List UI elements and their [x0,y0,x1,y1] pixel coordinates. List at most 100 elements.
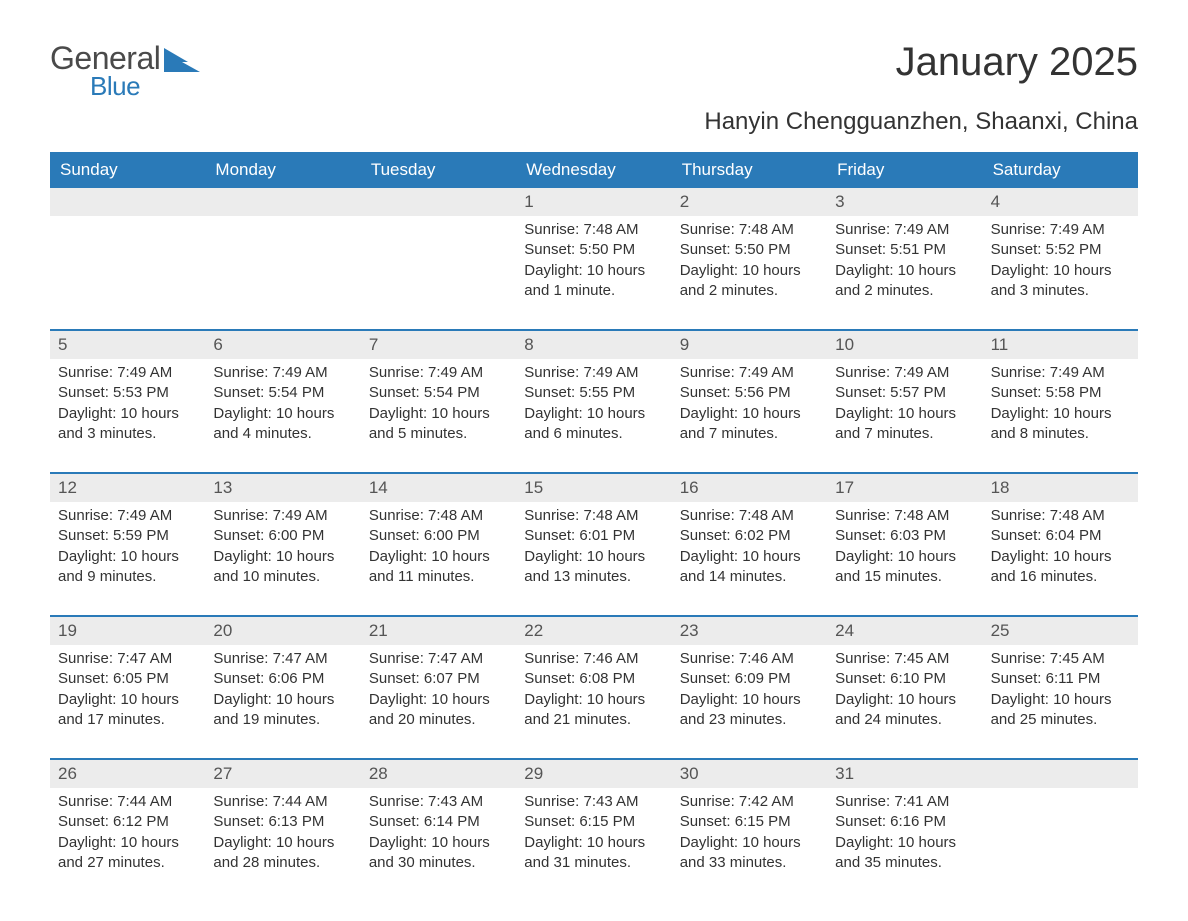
day-cell: 5Sunrise: 7:49 AMSunset: 5:53 PMDaylight… [50,331,205,452]
daylight-text: Daylight: 10 hours and 25 minutes. [991,690,1130,731]
day-cell: 12Sunrise: 7:49 AMSunset: 5:59 PMDayligh… [50,474,205,595]
day-info: Sunrise: 7:44 AMSunset: 6:13 PMDaylight:… [205,788,360,881]
day-cell: 11Sunrise: 7:49 AMSunset: 5:58 PMDayligh… [983,331,1138,452]
sunrise-text: Sunrise: 7:48 AM [369,506,508,526]
sunset-text: Sunset: 6:13 PM [213,812,352,832]
sunset-text: Sunset: 6:08 PM [524,669,663,689]
day-cell: 26Sunrise: 7:44 AMSunset: 6:12 PMDayligh… [50,760,205,881]
day-info: Sunrise: 7:41 AMSunset: 6:16 PMDaylight:… [827,788,982,881]
sunset-text: Sunset: 6:04 PM [991,526,1130,546]
day-number: 29 [516,760,671,788]
day-number [983,760,1138,788]
calendar-header: Sunday Monday Tuesday Wednesday Thursday… [50,152,1138,188]
sunrise-text: Sunrise: 7:48 AM [680,506,819,526]
sunset-text: Sunset: 5:55 PM [524,383,663,403]
sunrise-text: Sunrise: 7:49 AM [369,363,508,383]
sunset-text: Sunset: 5:54 PM [369,383,508,403]
daylight-text: Daylight: 10 hours and 31 minutes. [524,833,663,874]
sunset-text: Sunset: 5:51 PM [835,240,974,260]
daylight-text: Daylight: 10 hours and 13 minutes. [524,547,663,588]
day-cell: 16Sunrise: 7:48 AMSunset: 6:02 PMDayligh… [672,474,827,595]
sunrise-text: Sunrise: 7:42 AM [680,792,819,812]
sunset-text: Sunset: 6:07 PM [369,669,508,689]
daylight-text: Daylight: 10 hours and 15 minutes. [835,547,974,588]
day-number: 27 [205,760,360,788]
day-cell [205,188,360,309]
daylight-text: Daylight: 10 hours and 10 minutes. [213,547,352,588]
day-info: Sunrise: 7:48 AMSunset: 6:00 PMDaylight:… [361,502,516,595]
day-cell: 8Sunrise: 7:49 AMSunset: 5:55 PMDaylight… [516,331,671,452]
sunrise-text: Sunrise: 7:49 AM [58,506,197,526]
day-info: Sunrise: 7:45 AMSunset: 6:11 PMDaylight:… [983,645,1138,738]
day-number: 25 [983,617,1138,645]
sunrise-text: Sunrise: 7:44 AM [213,792,352,812]
logo-stack: General Blue [50,40,200,102]
day-info: Sunrise: 7:47 AMSunset: 6:06 PMDaylight:… [205,645,360,738]
sunrise-text: Sunrise: 7:47 AM [369,649,508,669]
sunrise-text: Sunrise: 7:49 AM [991,363,1130,383]
header-row: General Blue January 2025 [50,40,1138,102]
day-cell: 27Sunrise: 7:44 AMSunset: 6:13 PMDayligh… [205,760,360,881]
day-cell: 19Sunrise: 7:47 AMSunset: 6:05 PMDayligh… [50,617,205,738]
day-cell: 3Sunrise: 7:49 AMSunset: 5:51 PMDaylight… [827,188,982,309]
daylight-text: Daylight: 10 hours and 9 minutes. [58,547,197,588]
sunset-text: Sunset: 6:09 PM [680,669,819,689]
page-title: January 2025 [896,40,1138,85]
sunset-text: Sunset: 5:52 PM [991,240,1130,260]
week-separator [50,452,1138,474]
day-number: 31 [827,760,982,788]
week-separator [50,309,1138,331]
day-cell: 24Sunrise: 7:45 AMSunset: 6:10 PMDayligh… [827,617,982,738]
sunset-text: Sunset: 6:03 PM [835,526,974,546]
day-info: Sunrise: 7:46 AMSunset: 6:08 PMDaylight:… [516,645,671,738]
day-cell: 15Sunrise: 7:48 AMSunset: 6:01 PMDayligh… [516,474,671,595]
sunset-text: Sunset: 6:14 PM [369,812,508,832]
sunset-text: Sunset: 6:00 PM [213,526,352,546]
day-number: 30 [672,760,827,788]
day-cell: 10Sunrise: 7:49 AMSunset: 5:57 PMDayligh… [827,331,982,452]
day-info: Sunrise: 7:43 AMSunset: 6:15 PMDaylight:… [516,788,671,881]
day-number: 8 [516,331,671,359]
week-separator [50,595,1138,617]
sunrise-text: Sunrise: 7:48 AM [835,506,974,526]
day-cell: 25Sunrise: 7:45 AMSunset: 6:11 PMDayligh… [983,617,1138,738]
day-number: 18 [983,474,1138,502]
sunset-text: Sunset: 5:54 PM [213,383,352,403]
day-number: 15 [516,474,671,502]
sunrise-text: Sunrise: 7:47 AM [213,649,352,669]
sunset-text: Sunset: 6:15 PM [524,812,663,832]
daylight-text: Daylight: 10 hours and 3 minutes. [58,404,197,445]
day-cell: 14Sunrise: 7:48 AMSunset: 6:00 PMDayligh… [361,474,516,595]
day-cell: 21Sunrise: 7:47 AMSunset: 6:07 PMDayligh… [361,617,516,738]
calendar: Sunday Monday Tuesday Wednesday Thursday… [50,152,1138,881]
sunrise-text: Sunrise: 7:49 AM [835,363,974,383]
daylight-text: Daylight: 10 hours and 11 minutes. [369,547,508,588]
day-number: 13 [205,474,360,502]
daylight-text: Daylight: 10 hours and 2 minutes. [680,261,819,302]
day-cell: 18Sunrise: 7:48 AMSunset: 6:04 PMDayligh… [983,474,1138,595]
day-cell: 20Sunrise: 7:47 AMSunset: 6:06 PMDayligh… [205,617,360,738]
day-number: 23 [672,617,827,645]
daylight-text: Daylight: 10 hours and 2 minutes. [835,261,974,302]
day-cell: 17Sunrise: 7:48 AMSunset: 6:03 PMDayligh… [827,474,982,595]
day-number: 21 [361,617,516,645]
sunset-text: Sunset: 6:05 PM [58,669,197,689]
daylight-text: Daylight: 10 hours and 17 minutes. [58,690,197,731]
day-info: Sunrise: 7:48 AMSunset: 6:01 PMDaylight:… [516,502,671,595]
daylight-text: Daylight: 10 hours and 7 minutes. [835,404,974,445]
sunset-text: Sunset: 6:12 PM [58,812,197,832]
day-number [205,188,360,216]
sunrise-text: Sunrise: 7:43 AM [524,792,663,812]
day-info: Sunrise: 7:49 AMSunset: 5:54 PMDaylight:… [205,359,360,452]
day-number: 16 [672,474,827,502]
daylight-text: Daylight: 10 hours and 3 minutes. [991,261,1130,302]
daylight-text: Daylight: 10 hours and 6 minutes. [524,404,663,445]
day-number: 7 [361,331,516,359]
day-info: Sunrise: 7:49 AMSunset: 5:59 PMDaylight:… [50,502,205,595]
daylight-text: Daylight: 10 hours and 35 minutes. [835,833,974,874]
day-number: 26 [50,760,205,788]
daylight-text: Daylight: 10 hours and 4 minutes. [213,404,352,445]
weekday-header: Wednesday [516,152,671,188]
day-number: 4 [983,188,1138,216]
daylight-text: Daylight: 10 hours and 24 minutes. [835,690,974,731]
